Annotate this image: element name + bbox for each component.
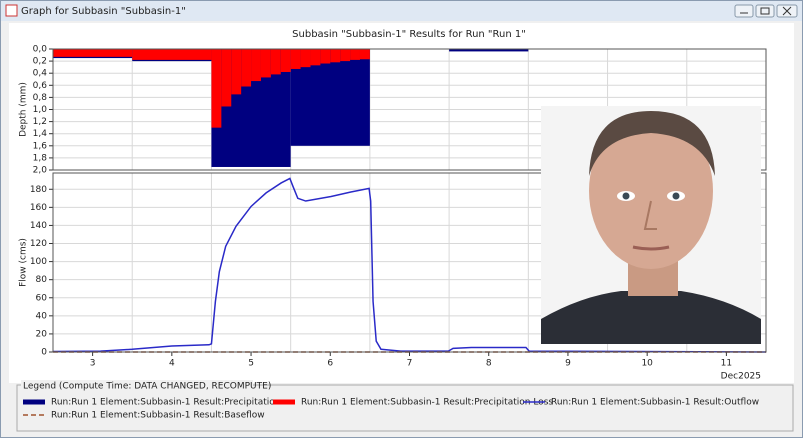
legend-label: Run:Run 1 Element:Subbasin-1 Result:Outf…	[551, 398, 759, 408]
bar	[290, 49, 301, 69]
window-title: Graph for Subbasin "Subbasin-1"	[21, 6, 186, 17]
y-tick-label: 0,8	[33, 93, 48, 103]
bar	[270, 49, 281, 75]
y-tick-label: 2,0	[33, 166, 48, 176]
y-axis-label: Flow (cms)	[19, 238, 29, 287]
y-tick-label: 1,4	[33, 129, 48, 139]
x-tick-label: 11	[721, 359, 732, 369]
x-tick-label: 10	[641, 359, 653, 369]
bar	[320, 49, 331, 64]
photo-overlay	[541, 106, 761, 344]
y-tick-label: 1,0	[33, 105, 48, 115]
bar	[132, 49, 212, 60]
legend-label: Run:Run 1 Element:Subbasin-1 Result:Base…	[51, 411, 265, 421]
bar	[260, 49, 271, 78]
y-tick-label: 40	[36, 311, 48, 321]
chart-title: Subbasin "Subbasin-1" Results for Run "R…	[292, 29, 526, 40]
bar	[231, 49, 242, 95]
plot-frame	[52, 172, 767, 353]
y-axis-label: Depth (mm)	[19, 82, 29, 137]
icon	[760, 7, 770, 15]
window-buttons[interactable]	[734, 4, 798, 18]
minimize-button[interactable]	[734, 4, 754, 18]
legend-label: Run:Run 1 Element:Subbasin-1 Result:Prec…	[51, 398, 280, 408]
bar	[251, 49, 261, 82]
photo-mouth	[632, 245, 670, 251]
legend-box	[16, 384, 794, 432]
y-tick-label: 0,2	[33, 57, 47, 67]
y-tick-label: 1,6	[33, 141, 48, 151]
photo-nose	[643, 200, 657, 230]
bar	[300, 49, 311, 68]
bar	[449, 49, 529, 52]
y-tick-label: 60	[36, 293, 48, 303]
x-tick-label: 7	[407, 359, 413, 369]
legend-title: Legend (Compute Time: DATA CHANGED, RECO…	[23, 382, 271, 392]
bar	[330, 49, 341, 63]
x-tick-label: 3	[90, 359, 96, 369]
bar	[310, 49, 321, 66]
bar	[241, 49, 252, 87]
bar	[350, 49, 360, 60]
x-tick-label: 5	[248, 359, 254, 369]
bar	[53, 49, 133, 57]
app-icon	[5, 4, 18, 17]
maximize-button[interactable]	[755, 4, 775, 18]
y-tick-label: 1,2	[33, 117, 47, 127]
y-tick-label: 140	[30, 221, 47, 231]
x-tick-label: 9	[565, 359, 571, 369]
y-tick-label: 80	[36, 275, 48, 285]
x-tick-label: 6	[327, 359, 333, 369]
photo-iris	[672, 192, 680, 200]
bar	[211, 49, 222, 128]
y-tick-label: 180	[30, 185, 47, 195]
bar	[359, 49, 370, 60]
y-tick-label: 160	[30, 203, 47, 213]
line	[52, 177, 767, 353]
photo-shirt	[541, 291, 761, 344]
y-tick-label: 20	[36, 329, 48, 339]
y-tick-label: 0,4	[33, 69, 48, 79]
x-tick-label: 4	[169, 359, 175, 369]
y-tick-label: 1,8	[33, 153, 48, 163]
y-tick-label: 120	[30, 239, 47, 249]
title-bar	[1, 1, 802, 21]
y-tick-label: 0,0	[33, 45, 48, 55]
photo-face	[589, 113, 713, 269]
bar	[221, 49, 232, 107]
legend-title-bg	[21, 380, 253, 390]
plot-frame	[52, 48, 767, 171]
y-tick-label: 100	[30, 257, 47, 267]
icon	[782, 6, 792, 16]
legend-label: Run:Run 1 Element:Subbasin-1 Result:Prec…	[301, 398, 553, 408]
x-axis-label: Dec2025	[721, 372, 761, 382]
y-tick-label: 0	[41, 348, 47, 358]
photo-hair	[589, 111, 715, 176]
photo-iris	[622, 192, 630, 200]
y-tick-label: 0,6	[33, 81, 48, 91]
x-tick-label: 8	[486, 359, 492, 369]
bar	[340, 49, 351, 62]
bar	[280, 49, 291, 72]
